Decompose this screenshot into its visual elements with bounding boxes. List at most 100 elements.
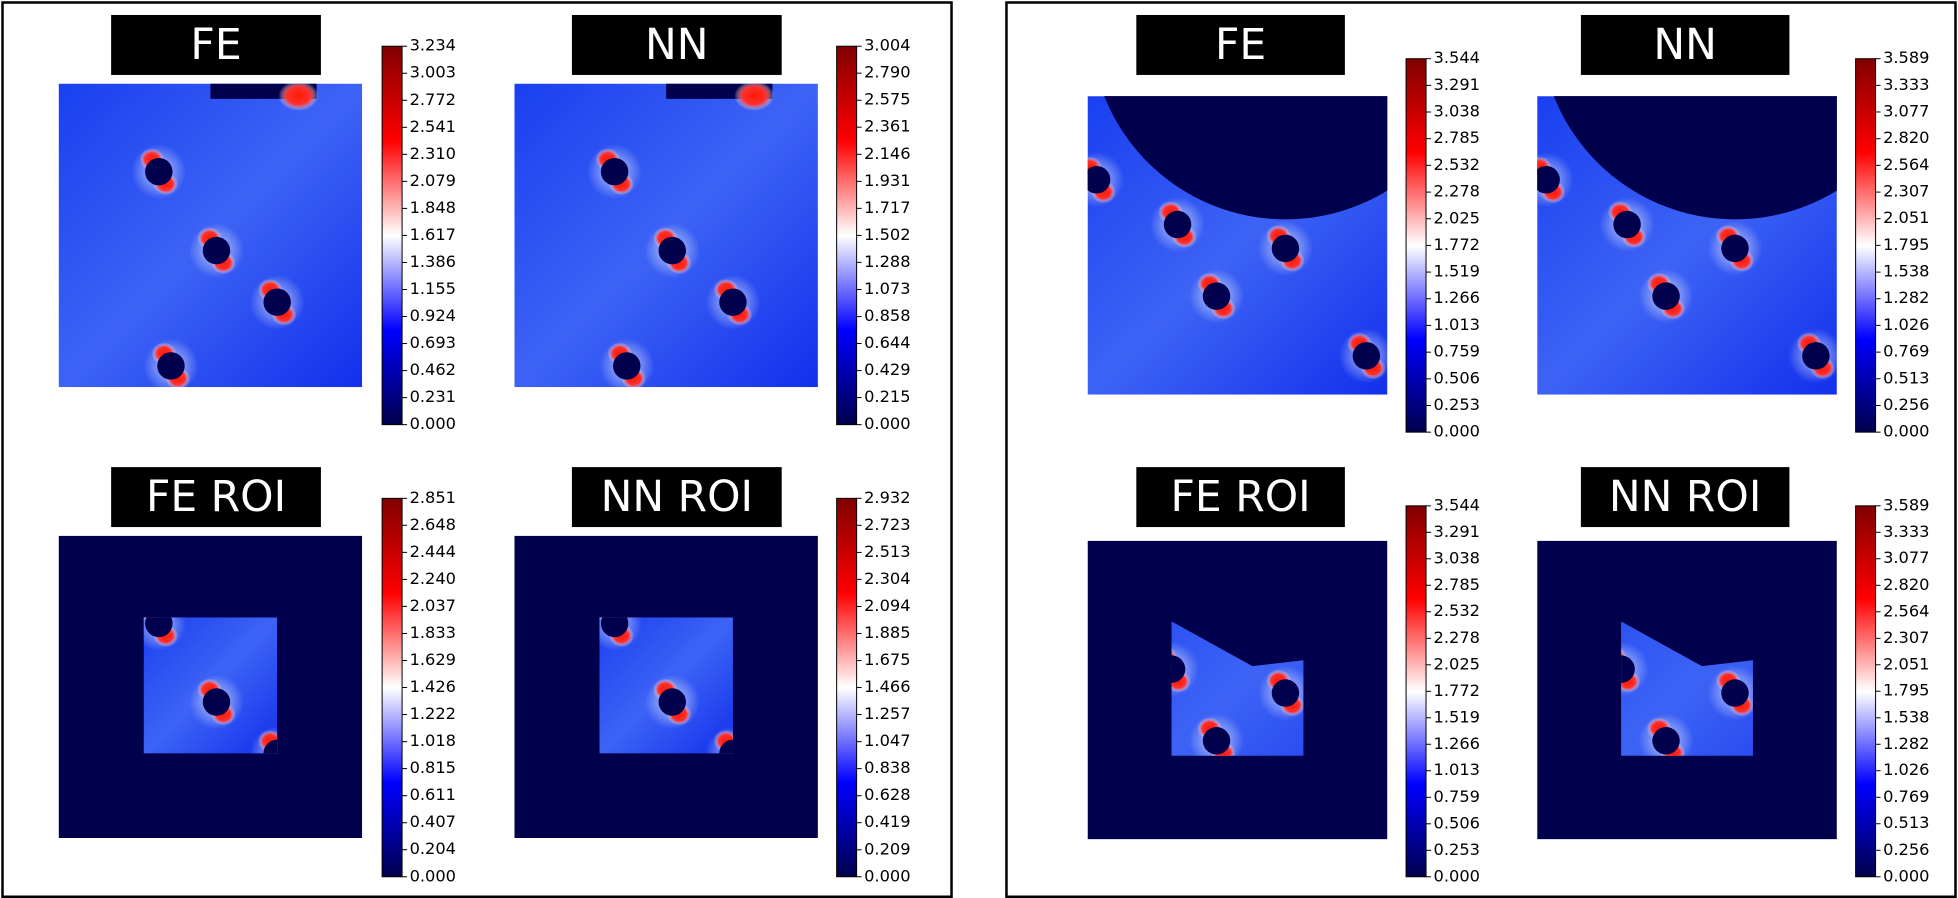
tick-label: 0.858	[864, 306, 910, 325]
tick-label: 2.564	[1883, 601, 1929, 620]
tick-label: 2.278	[1434, 628, 1480, 647]
tick-label: 0.209	[864, 839, 910, 858]
hole	[1271, 679, 1300, 707]
tick-label: 0.769	[1883, 342, 1929, 361]
dark-region	[1104, 96, 1388, 220]
tick-label: 2.785	[1434, 128, 1480, 147]
tick-label: 2.820	[1883, 575, 1929, 594]
tick-label: 2.932	[864, 488, 910, 507]
tick-label: 0.693	[410, 333, 456, 352]
tick-label: 0.429	[864, 360, 910, 379]
tick-label: 3.004	[864, 36, 910, 55]
tick-label: 0.000	[1434, 866, 1480, 885]
tick-label: 0.256	[1883, 840, 1929, 859]
heatmap	[514, 535, 818, 839]
hole	[263, 288, 291, 316]
tick-label: 0.253	[1434, 840, 1480, 859]
tick-label: 1.795	[1883, 235, 1929, 254]
panel-title: NN	[645, 21, 709, 70]
colorbar	[381, 45, 403, 426]
dark-region	[1553, 96, 1837, 220]
tick-label: 1.266	[1434, 288, 1480, 307]
tick-label: 2.541	[410, 117, 456, 136]
title-box	[111, 14, 321, 75]
tick-label: 2.146	[864, 144, 910, 163]
tick-label: 3.077	[1883, 101, 1929, 120]
tick-label: 2.361	[864, 117, 910, 136]
tick-label: 1.013	[1434, 315, 1480, 334]
tick-label: 1.885	[864, 623, 910, 642]
panel-title: NN	[1653, 21, 1717, 70]
tick-label: 2.772	[410, 90, 456, 109]
panel-title: FE ROI	[146, 473, 286, 522]
tick-label: 2.307	[1883, 628, 1929, 647]
tick-label: 0.611	[410, 785, 456, 804]
tick-label: 0.924	[410, 306, 456, 325]
hole	[1352, 342, 1381, 370]
title-box	[111, 467, 321, 528]
tick-label: 0.628	[864, 785, 910, 804]
title-box	[571, 14, 782, 75]
tick-label: 0.000	[1434, 422, 1480, 441]
tick-label: 3.038	[1434, 102, 1480, 121]
tick-label: 2.532	[1434, 155, 1480, 174]
hole	[600, 617, 629, 638]
tick-label: 1.026	[1883, 315, 1929, 334]
heatmap	[1087, 96, 1388, 395]
colorbar	[381, 497, 403, 878]
title-box	[1136, 467, 1345, 528]
heatmap	[1087, 540, 1388, 840]
panel-title: NN ROI	[1609, 473, 1761, 522]
tick-label: 1.772	[1434, 235, 1480, 254]
tick-label: 0.000	[410, 414, 456, 433]
hole	[1621, 655, 1635, 683]
hole	[600, 157, 629, 186]
tick-label: 1.018	[410, 731, 456, 750]
tick-label: 2.575	[864, 90, 910, 109]
hole	[263, 739, 278, 754]
hole	[1613, 210, 1641, 239]
tick-label: 0.513	[1883, 368, 1929, 387]
hole	[1171, 655, 1186, 683]
colorbar	[1855, 58, 1877, 433]
panel-title: FE	[190, 21, 241, 70]
tick-label: 0.253	[1434, 395, 1480, 414]
hole	[202, 688, 231, 716]
tick-label: 0.231	[410, 387, 456, 406]
tick-label: 1.519	[1434, 707, 1480, 726]
tick-label: 2.307	[1883, 182, 1929, 201]
tick-label: 1.538	[1883, 707, 1929, 726]
colorbar	[1405, 58, 1427, 433]
tick-label: 0.419	[864, 812, 910, 831]
tick-label: 3.589	[1883, 495, 1929, 514]
tick-label: 1.282	[1883, 288, 1929, 307]
tick-label: 2.051	[1883, 654, 1929, 673]
tick-label: 3.333	[1883, 522, 1929, 541]
tick-label: 2.532	[1434, 601, 1480, 620]
tick-label: 0.407	[410, 812, 456, 831]
tick-label: 3.077	[1883, 548, 1929, 567]
tick-label: 2.785	[1434, 575, 1480, 594]
hole	[1652, 727, 1680, 755]
tick-label: 2.304	[864, 569, 910, 588]
tick-label: 0.000	[864, 414, 910, 433]
tick-label: 3.291	[1434, 75, 1480, 94]
stress-peak	[278, 83, 319, 111]
hole	[1271, 234, 1300, 263]
hole	[658, 236, 686, 265]
tick-label: 0.644	[864, 333, 910, 352]
colorbar	[836, 45, 858, 426]
tick-label: 2.037	[410, 596, 456, 615]
hole	[1802, 342, 1830, 370]
heatmap	[1537, 96, 1837, 395]
tick-label: 3.589	[1883, 48, 1929, 67]
tick-label: 0.759	[1434, 342, 1480, 361]
tick-label: 2.025	[1434, 654, 1480, 673]
stress-peak	[734, 83, 775, 111]
tick-label: 2.051	[1883, 208, 1929, 227]
tick-label: 1.538	[1883, 262, 1929, 281]
hole	[1163, 210, 1192, 239]
tick-label: 2.025	[1434, 208, 1480, 227]
hole	[1087, 166, 1111, 194]
